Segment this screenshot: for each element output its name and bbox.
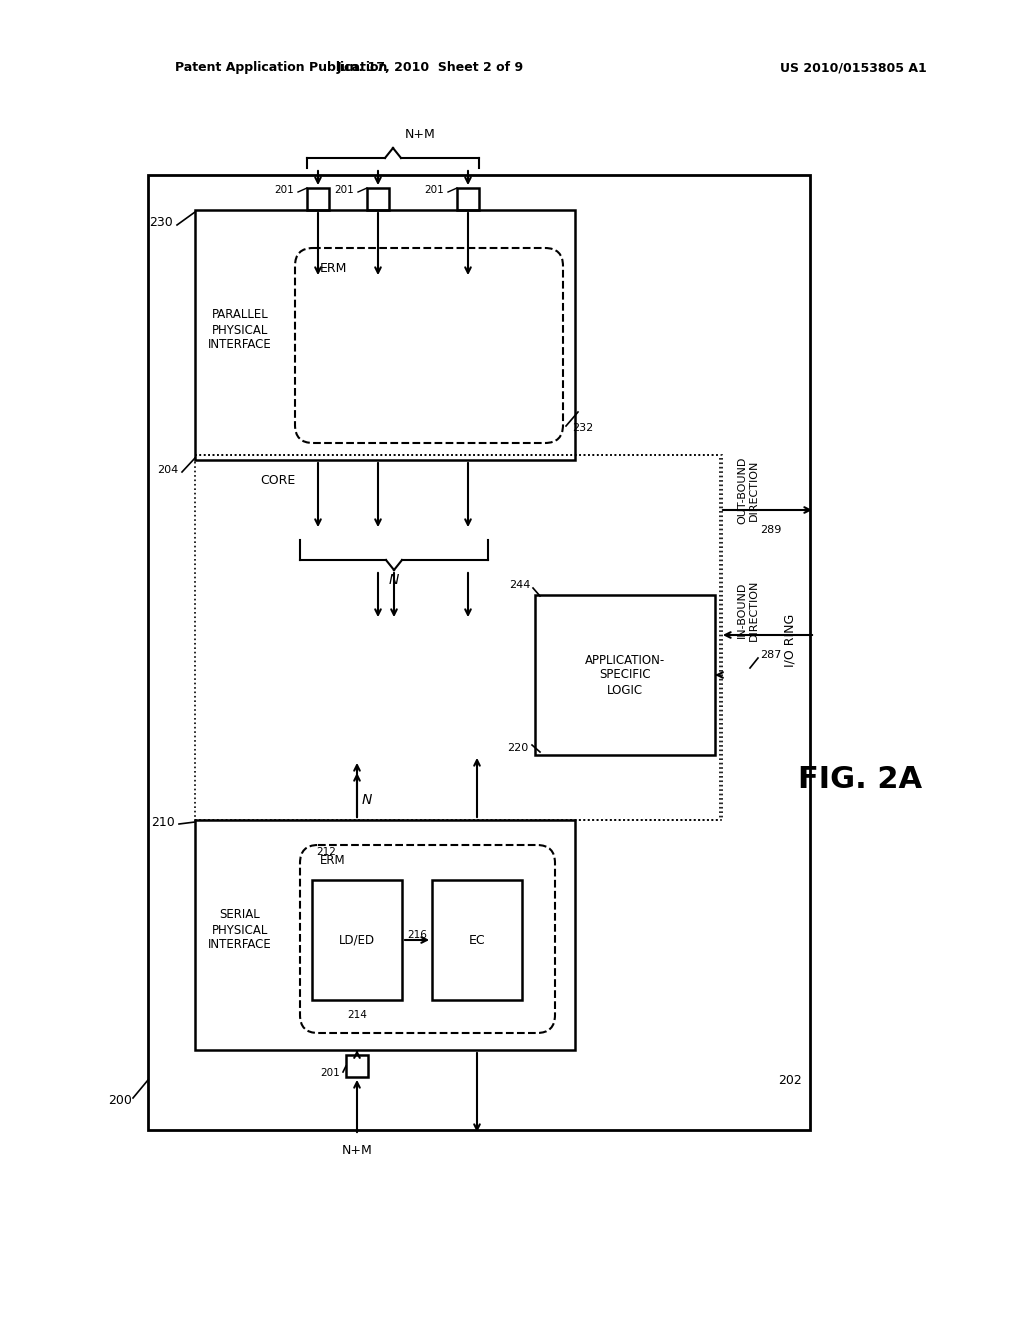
Text: Jun. 17, 2010  Sheet 2 of 9: Jun. 17, 2010 Sheet 2 of 9 — [337, 62, 523, 74]
Text: 244: 244 — [509, 579, 530, 590]
Text: ERM: ERM — [319, 261, 347, 275]
Text: 232: 232 — [572, 422, 593, 433]
Text: FIG. 2A: FIG. 2A — [798, 766, 922, 795]
Text: APPLICATION-
SPECIFIC
LOGIC: APPLICATION- SPECIFIC LOGIC — [585, 653, 666, 697]
Text: 204: 204 — [157, 465, 178, 475]
Text: IN-BOUND
DIRECTION: IN-BOUND DIRECTION — [737, 579, 759, 640]
Text: US 2010/0153805 A1: US 2010/0153805 A1 — [780, 62, 927, 74]
Text: 202: 202 — [778, 1073, 802, 1086]
Text: 289: 289 — [760, 525, 781, 535]
Text: EC: EC — [469, 933, 485, 946]
Text: 201: 201 — [334, 185, 354, 195]
Text: N: N — [389, 573, 399, 587]
Text: N+M: N+M — [406, 128, 436, 141]
Text: 201: 201 — [274, 185, 294, 195]
Text: 230: 230 — [150, 215, 173, 228]
Text: 220: 220 — [507, 743, 528, 752]
Text: ERM: ERM — [319, 854, 346, 866]
Text: N+M: N+M — [342, 1143, 373, 1156]
Text: 201: 201 — [424, 185, 444, 195]
Text: Patent Application Publication: Patent Application Publication — [175, 62, 387, 74]
Text: 214: 214 — [347, 1010, 367, 1020]
Text: PARALLEL
PHYSICAL
INTERFACE: PARALLEL PHYSICAL INTERFACE — [208, 309, 272, 351]
Text: 287: 287 — [760, 649, 781, 660]
Text: 212: 212 — [316, 847, 336, 857]
Text: I/O RING: I/O RING — [783, 614, 797, 667]
Text: 216: 216 — [407, 931, 427, 940]
Text: LD/ED: LD/ED — [339, 933, 375, 946]
Text: CORE: CORE — [260, 474, 295, 487]
Text: 200: 200 — [109, 1093, 132, 1106]
Text: SERIAL
PHYSICAL
INTERFACE: SERIAL PHYSICAL INTERFACE — [208, 908, 272, 952]
Text: N: N — [362, 793, 373, 807]
Text: 210: 210 — [152, 816, 175, 829]
Text: 201: 201 — [321, 1068, 340, 1078]
Text: OUT-BOUND
DIRECTION: OUT-BOUND DIRECTION — [737, 457, 759, 524]
